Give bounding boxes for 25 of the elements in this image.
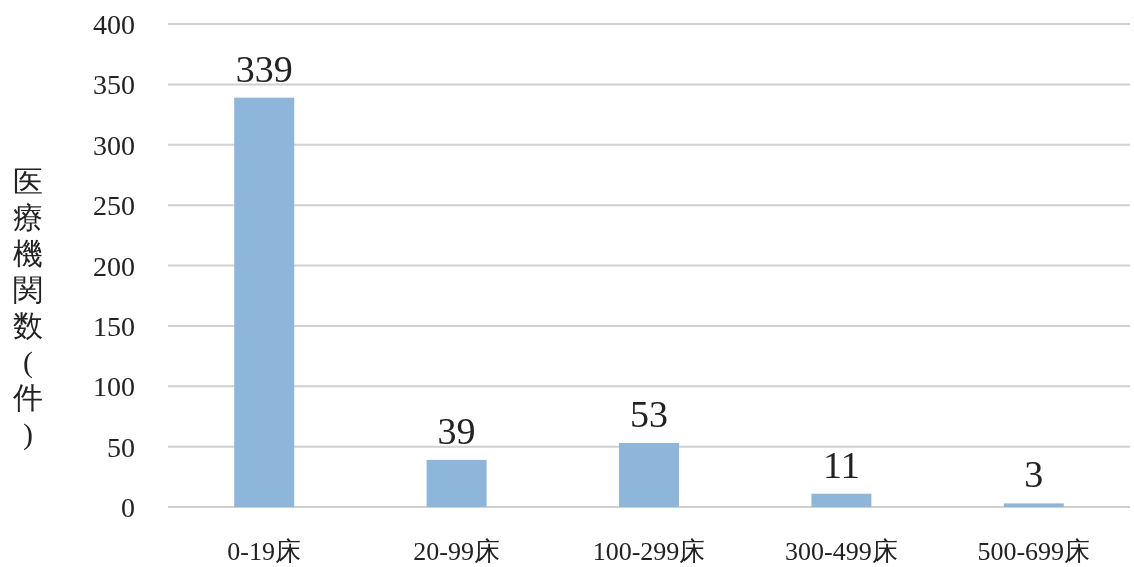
data-label: 3 <box>1024 453 1044 496</box>
y-tick-label: 350 <box>93 69 135 101</box>
x-tick-label: 100-299床 <box>592 537 706 566</box>
y-tick-label: 0 <box>121 492 135 523</box>
y-tick-label: 400 <box>93 9 135 40</box>
bar <box>811 493 872 507</box>
y-tick-label: 300 <box>93 129 135 161</box>
x-tick-label: 0-19床 <box>227 537 302 566</box>
y-tick-label: 50 <box>107 431 135 463</box>
y-tick-label: 100 <box>93 371 135 403</box>
data-label: 11 <box>823 443 860 486</box>
bar <box>426 459 487 507</box>
y-tick-label: 200 <box>93 250 135 282</box>
y-axis-title: 医療機関数(件) <box>13 165 43 451</box>
data-label: 53 <box>630 393 668 435</box>
bar <box>619 443 679 507</box>
x-tick-label: 20-99床 <box>413 537 500 566</box>
bar <box>1003 503 1064 507</box>
bar <box>234 97 295 507</box>
y-tick-label: 150 <box>93 310 135 342</box>
y-tick-label: 250 <box>93 190 135 222</box>
x-tick-label: 500-699床 <box>977 537 1091 566</box>
data-label: 339 <box>235 47 293 90</box>
data-label: 39 <box>437 409 476 452</box>
x-tick-label: 300-499床 <box>785 537 898 566</box>
